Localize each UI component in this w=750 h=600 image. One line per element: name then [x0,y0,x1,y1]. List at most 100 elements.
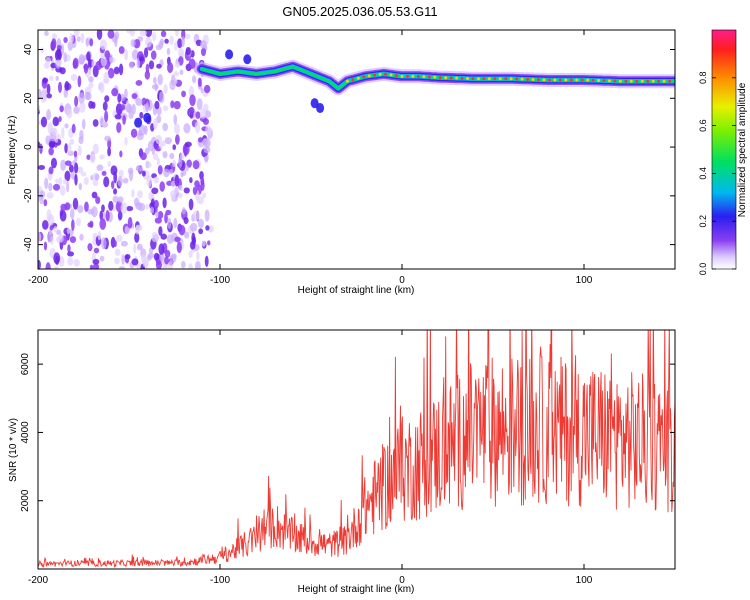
dominant-frequency-peak-point [520,77,524,81]
dominant-frequency-peak-point [384,72,388,76]
spectrogram-noise-cell [64,160,72,166]
spectrogram-noise-cell [67,251,74,257]
spectrogram-noise-cell [164,38,169,44]
spectrogram-noise-cell [146,161,152,168]
dominant-frequency-peak-point [575,78,579,82]
spectrogram-noise-cell [161,140,166,147]
snr-x-tick-label: -100 [210,575,230,586]
spectrogram-noise-cell [92,258,100,265]
spectrogram-noise-cell [188,58,196,70]
spectrogram-noise-cell [44,30,49,37]
spectrogram-y-label: Frequency (Hz) [7,116,18,185]
spectrogram-noise-cell [201,240,206,247]
spectrogram-noise-cell [52,183,61,191]
spectrogram-noise-cell [64,123,69,129]
spectrogram-noise-cell [81,118,86,130]
spectrogram-noise-cell [88,76,94,83]
spectrogram-noise-cell [51,33,58,39]
spectrogram-noise-cell [67,244,71,253]
spectrogram-noise-cell [155,134,163,145]
spectrogram-noise-cell [60,203,67,212]
spectrogram-noise-cell [55,59,63,66]
spectrogram-noise-cell [124,48,129,61]
spectrogram-x-tick-label: 0 [399,275,405,286]
spectrogram-noise-cell [39,143,43,154]
spectrogram-noise-cell [180,260,186,269]
colorbar-tick-label: 0.2 [698,215,708,228]
spectrogram-noise-cell [163,84,168,94]
spectrogram-noise-cell [124,88,128,99]
spectrogram-noise-cell [167,62,174,74]
spectrogram-noise-cell [134,117,143,128]
spectrogram-noise-cell [77,75,82,88]
snr-y-tick-label: 6000 [20,353,31,376]
dominant-frequency-peak-point [640,79,644,83]
spectrogram-noise-cell [116,122,122,134]
spectrogram-noise-cell [104,95,110,103]
spectrogram-noise-cell [69,33,74,44]
spectrogram-noise-cell [87,67,92,76]
spectrogram-noise-cell [53,252,61,265]
spectrogram-noise-cell [152,31,157,42]
snr-plot-area [38,330,675,569]
spectrogram-noise-cell [197,218,204,229]
spectrogram-noise-cell [192,186,198,196]
spectrogram-noise-cell [42,219,49,230]
spectrogram-noise-cell [79,233,84,241]
spectrogram-noise-cell [119,150,123,158]
dominant-frequency-peak-point [416,74,420,78]
spectrogram-noise-cell [152,153,159,161]
spectrogram-noise-cell [111,87,119,97]
spectrogram-noise-cell [48,147,54,156]
spectrogram-noise-cell [166,234,174,245]
spectrogram-noise-cell [164,137,172,145]
spectrogram-noise-cell [139,111,144,119]
spectrogram-noise-cell [194,260,201,269]
spectrogram-noise-cell [205,225,210,231]
dominant-frequency-peak-point [591,78,595,82]
spectrogram-noise-cell [131,103,136,115]
spectrogram-noise-cell [135,80,143,86]
spectrogram-noise-cell [56,48,62,60]
spectrogram-noise-cell [102,101,108,111]
spectrogram-noise-cell [87,243,93,252]
spectrogram-noise-cell [118,265,126,269]
spectrogram-noise-cell [114,257,120,265]
spectrogram-noise-cell [101,237,107,250]
spectrogram-noise-cell [185,46,191,56]
dominant-frequency-peak-point [427,75,431,79]
spectrogram-noise-cell [46,192,54,199]
dominant-frequency-peak-point [433,75,437,79]
colorbar-label: Normalized spectral amplitude [737,82,748,217]
spectrogram-noise-cell [67,41,73,51]
dominant-frequency-peak-point [602,79,606,83]
spectrogram-noise-cell [120,240,128,247]
spectrogram-y-tick-label: -40 [23,237,34,252]
spectrogram-noise-cell [148,60,155,70]
spectrogram-noise-cell [173,114,178,125]
spectrogram-noise-cell [130,39,136,48]
dominant-frequency-peak-point [345,79,349,83]
dominant-frequency-peak-point [547,78,551,82]
spectrogram-noise-cell [198,228,204,235]
spectrogram-noise-cell [191,75,197,84]
dominant-frequency-peak-point [498,77,502,81]
spectrogram-noise-cell [40,47,45,54]
spectrogram-noise-cell [166,47,171,56]
spectrogram-noise-cell [58,116,62,122]
spectrogram-noise-cell [70,208,75,220]
dominant-frequency-peak-point [411,74,415,78]
spectrogram-x-tick-label: 100 [576,275,593,286]
spectrogram-noise-cell [160,30,167,38]
spectrogram-noise-cell [202,118,209,126]
spectrogram-noise-cell [93,247,100,254]
spectrogram-noise-cell [190,222,198,232]
spectrogram-noise-cell [92,263,99,269]
spectrogram-noise-cell [173,188,179,194]
spectrogram-noise-cell [183,216,189,225]
spectrogram-noise-cell [131,93,138,99]
spectrogram-noise-cell [204,110,212,118]
spectrogram-noise-cell [145,30,153,38]
spectrogram-noise-cell [200,47,207,57]
spectrogram-noise-cell [142,257,149,268]
